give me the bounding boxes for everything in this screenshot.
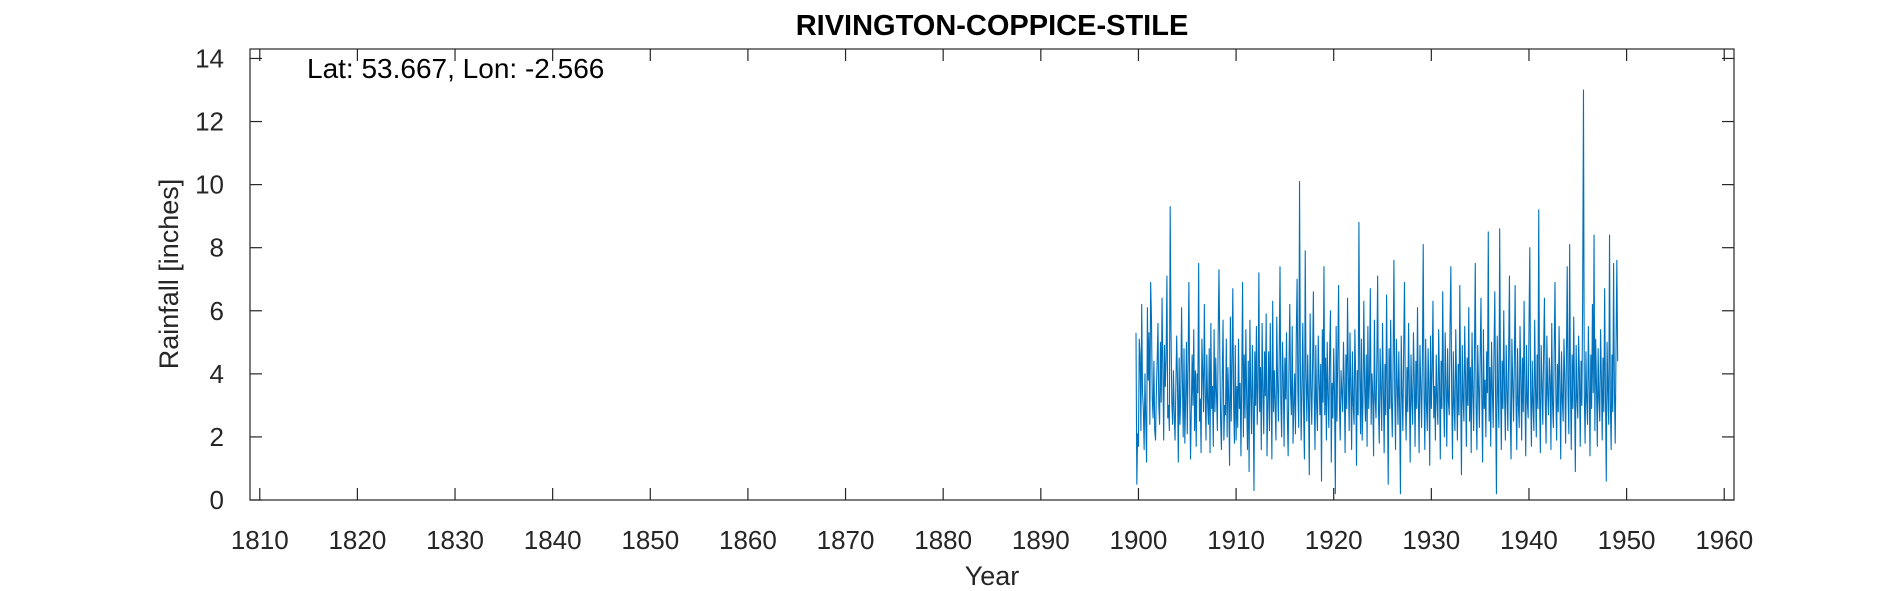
x-tick-label: 1960: [1695, 525, 1753, 555]
x-tick-label: 1840: [524, 525, 582, 555]
x-tick-label: 1950: [1598, 525, 1656, 555]
y-tick-label: 6: [210, 296, 224, 326]
x-tick-label: 1930: [1402, 525, 1460, 555]
x-tick-label: 1860: [719, 525, 777, 555]
x-tick-labels: 1810 1820 1830 1840 1850 1860 1870 1880 1890 1900…: [231, 525, 1753, 555]
x-tick-label: 1900: [1110, 525, 1168, 555]
rainfall-series-line: [1135, 89, 1619, 495]
x-tick-label: 1830: [426, 525, 484, 555]
plot-area: [249, 48, 1735, 501]
x-tick-label: 1890: [1012, 525, 1070, 555]
x-tick-label: 1850: [621, 525, 679, 555]
x-tick-label: 1810: [231, 525, 289, 555]
axis-ticks: [250, 49, 1734, 501]
y-tick-label: 8: [210, 233, 224, 263]
y-tick-label: 10: [195, 170, 224, 200]
y-tick-label: 14: [195, 43, 224, 73]
y-tick-label: 4: [210, 359, 224, 389]
location-annotation: Lat: 53.667, Lon: -2.566: [307, 53, 604, 84]
x-tick-label: 1910: [1207, 525, 1265, 555]
x-tick-label: 1880: [914, 525, 972, 555]
x-tick-label: 1920: [1305, 525, 1363, 555]
y-axis-label: Rainfall [inches]: [154, 179, 184, 370]
x-tick-label: 1870: [817, 525, 875, 555]
y-tick-label: 2: [210, 422, 224, 452]
x-tick-label: 1820: [328, 525, 386, 555]
y-tick-labels: 0 2 4 6 8 10 12 14: [195, 43, 224, 515]
x-tick-label: 1940: [1500, 525, 1558, 555]
y-tick-label: 12: [195, 107, 224, 137]
x-axis-label: Year: [965, 561, 1020, 591]
y-tick-label: 0: [210, 485, 224, 515]
chart-title: RIVINGTON-COPPICE-STILE: [796, 10, 1189, 42]
